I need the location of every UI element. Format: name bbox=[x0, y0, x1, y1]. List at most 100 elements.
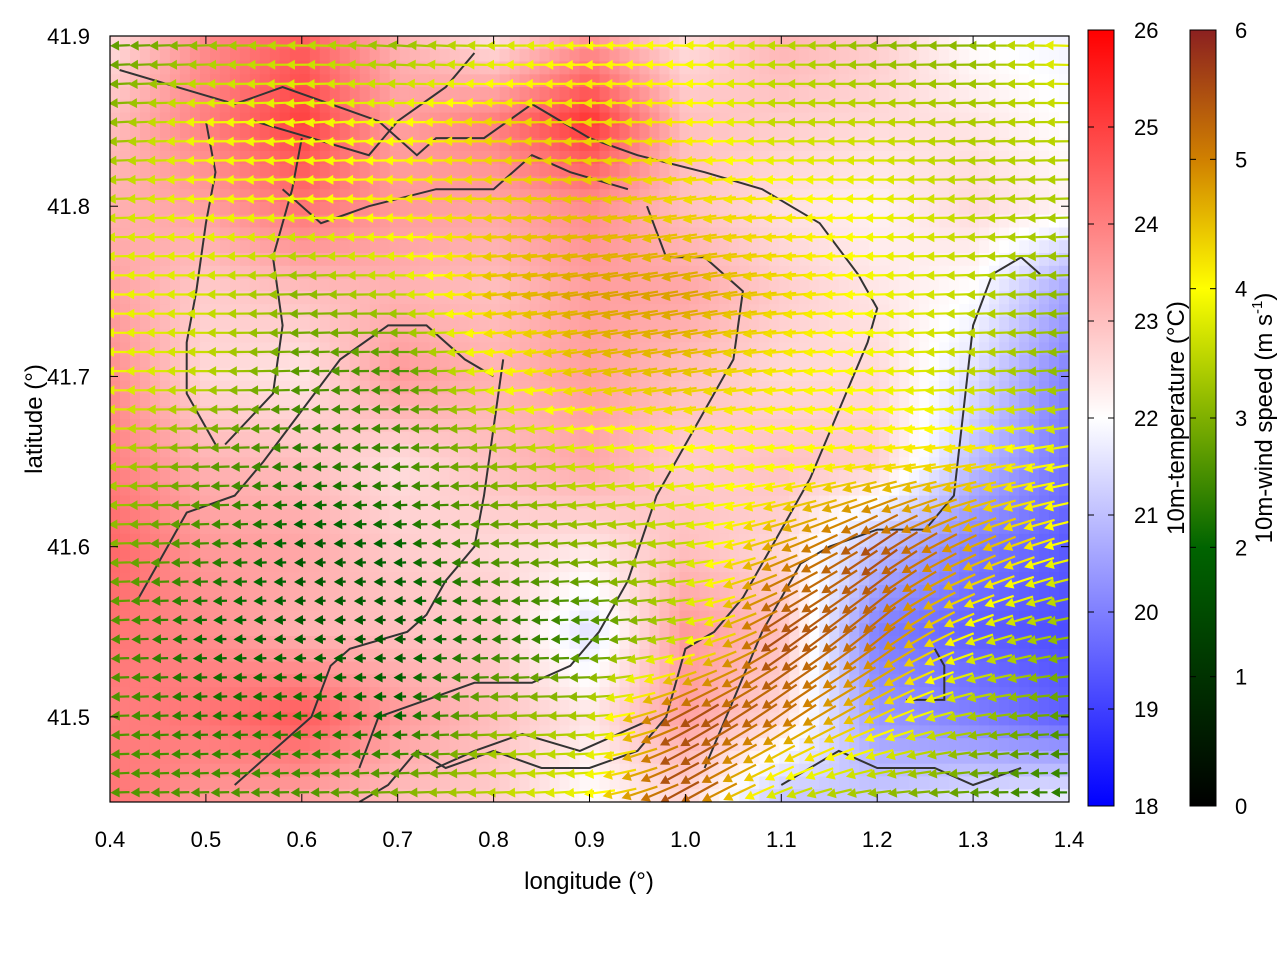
heatmap-cell bbox=[729, 687, 740, 701]
heatmap-cell bbox=[379, 546, 391, 561]
heatmap-cell bbox=[269, 125, 281, 139]
heatmap-cell bbox=[119, 189, 131, 203]
heatmap-cell bbox=[389, 125, 401, 139]
heatmap-cell bbox=[579, 61, 591, 75]
heatmap-cell bbox=[1059, 61, 1069, 75]
heatmap-cell bbox=[539, 163, 551, 178]
heatmap-cell bbox=[729, 227, 740, 241]
heatmap-cell bbox=[379, 48, 391, 63]
heatmap-cell bbox=[249, 125, 261, 139]
heatmap-cell bbox=[639, 227, 651, 241]
heatmap-cell bbox=[979, 253, 990, 267]
heatmap-cell bbox=[589, 99, 601, 114]
heatmap-cell bbox=[569, 176, 581, 190]
heatmap-cell bbox=[939, 99, 950, 114]
heatmap-cell bbox=[889, 291, 900, 305]
heatmap-cell bbox=[149, 201, 161, 216]
heatmap-cell bbox=[659, 470, 671, 484]
heatmap-cell bbox=[409, 87, 421, 101]
heatmap-cell bbox=[1049, 546, 1060, 561]
heatmap-cell bbox=[1059, 406, 1069, 420]
heatmap-cell bbox=[389, 470, 401, 484]
heatmap-cell bbox=[199, 687, 211, 701]
heatmap-cell bbox=[859, 367, 870, 382]
heatmap-cell bbox=[259, 265, 271, 280]
heatmap-cell bbox=[169, 687, 181, 701]
heatmap-cell bbox=[559, 457, 571, 471]
heatmap-cell bbox=[259, 214, 271, 229]
heatmap-cell bbox=[119, 572, 131, 586]
heatmap-cell bbox=[529, 227, 541, 241]
heatmap-cell bbox=[819, 74, 830, 88]
heatmap-cell bbox=[189, 240, 201, 254]
heatmap-cell bbox=[1039, 521, 1050, 535]
heatmap-cell bbox=[849, 304, 860, 318]
heatmap-cell bbox=[729, 419, 740, 433]
heatmap-cell bbox=[599, 674, 611, 688]
heatmap-cell bbox=[559, 138, 571, 152]
heatmap-cell bbox=[769, 444, 780, 458]
heatmap-cell bbox=[369, 176, 381, 190]
heatmap-cell bbox=[759, 636, 770, 650]
heatmap-cell bbox=[509, 36, 521, 50]
heatmap-cell bbox=[539, 61, 551, 75]
heatmap-cell bbox=[909, 240, 920, 254]
heatmap-cell bbox=[379, 99, 391, 114]
heatmap-cell bbox=[789, 533, 800, 548]
heatmap-cell bbox=[319, 316, 331, 331]
heatmap-cell bbox=[299, 176, 311, 190]
heatmap-cell bbox=[429, 176, 441, 190]
heatmap-cell bbox=[149, 342, 161, 356]
heatmap-cell bbox=[199, 87, 211, 101]
heatmap-cell bbox=[1039, 329, 1050, 343]
heatmap-cell bbox=[239, 597, 251, 612]
heatmap-cell bbox=[719, 253, 730, 267]
heatmap-cell bbox=[359, 265, 371, 280]
heatmap-cell bbox=[689, 48, 700, 63]
heatmap-cell bbox=[149, 265, 161, 280]
heatmap-cell bbox=[989, 521, 1000, 535]
heatmap-cell bbox=[409, 533, 421, 548]
heatmap-cell bbox=[349, 546, 361, 561]
heatmap-cell bbox=[389, 572, 401, 586]
heatmap-cell bbox=[209, 533, 221, 548]
heatmap-cell bbox=[399, 661, 411, 675]
heatmap-cell bbox=[269, 150, 281, 165]
heatmap-cell bbox=[119, 546, 131, 561]
heatmap-cell bbox=[399, 61, 411, 75]
heatmap-cell bbox=[1049, 521, 1060, 535]
heatmap-cell bbox=[939, 431, 950, 446]
heatmap-cell bbox=[779, 329, 790, 343]
heatmap-cell bbox=[709, 48, 720, 63]
heatmap-cell bbox=[259, 444, 271, 458]
heatmap-cell bbox=[569, 419, 581, 433]
heatmap-cell bbox=[219, 393, 231, 407]
heatmap-cell bbox=[239, 584, 251, 599]
heatmap-cell bbox=[279, 227, 291, 241]
heatmap-cell bbox=[699, 189, 710, 203]
heatmap-cell bbox=[319, 572, 331, 586]
heatmap-cell bbox=[629, 87, 641, 101]
heatmap-cell bbox=[519, 150, 531, 165]
heatmap-cell bbox=[769, 521, 780, 535]
heatmap-cell bbox=[479, 470, 491, 484]
heatmap-cell bbox=[159, 87, 171, 101]
heatmap-cell bbox=[659, 87, 671, 101]
heatmap-cell bbox=[439, 74, 451, 88]
heatmap-cell bbox=[659, 636, 671, 650]
heatmap-cell bbox=[229, 482, 241, 497]
heatmap-cell bbox=[849, 265, 860, 280]
heatmap-cell bbox=[849, 163, 860, 178]
heatmap-cell bbox=[1059, 444, 1069, 458]
heatmap-cell bbox=[110, 610, 121, 624]
heatmap-cell bbox=[739, 329, 750, 343]
heatmap-cell bbox=[1059, 648, 1069, 663]
heatmap-cell bbox=[289, 189, 301, 203]
heatmap-cell bbox=[929, 201, 940, 216]
heatmap-cell bbox=[529, 278, 541, 292]
heatmap-cell bbox=[959, 176, 970, 190]
heatmap-cell bbox=[379, 36, 391, 50]
heatmap-cell bbox=[179, 380, 191, 395]
heatmap-cell bbox=[489, 610, 501, 624]
heatmap-cell bbox=[439, 329, 451, 343]
